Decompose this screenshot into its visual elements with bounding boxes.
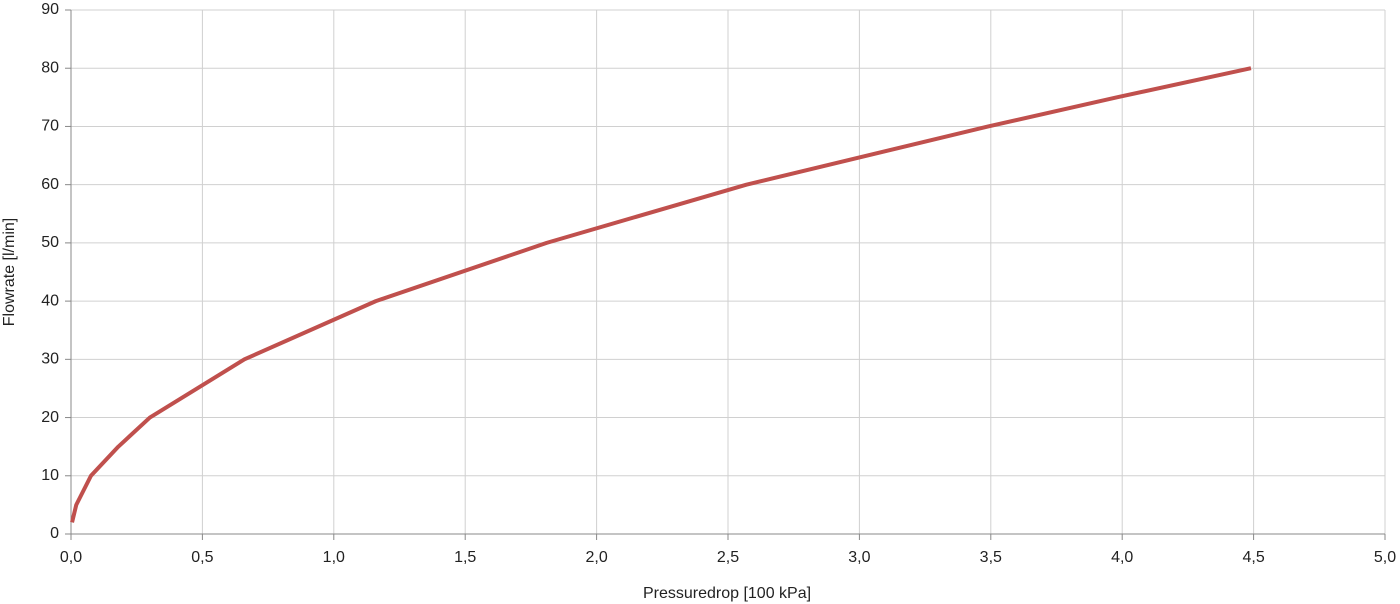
y-axis-title: Flowrate [l/min] — [1, 218, 18, 326]
x-tick-label: 3,0 — [848, 549, 870, 566]
x-tick-label: 1,5 — [454, 549, 476, 566]
y-tick-label: 80 — [41, 59, 59, 76]
y-tick-label: 60 — [41, 176, 59, 193]
y-tick-label: 20 — [41, 409, 59, 426]
x-axis-title: Pressuredrop [100 kPa] — [643, 585, 811, 602]
y-tick-label: 90 — [41, 1, 59, 18]
x-tick-label: 1,0 — [323, 549, 345, 566]
x-tick-label: 3,5 — [980, 549, 1002, 566]
x-tick-label: 4,0 — [1111, 549, 1133, 566]
y-tick-label: 10 — [41, 467, 59, 484]
x-tick-label: 2,0 — [585, 549, 607, 566]
x-tick-label: 5,0 — [1374, 549, 1396, 566]
data-line — [70, 66, 1252, 523]
x-tick-label: 4,5 — [1242, 549, 1264, 566]
x-tick-label: 2,5 — [717, 549, 739, 566]
y-tick-label: 0 — [50, 525, 59, 542]
x-tick-label: 0,5 — [191, 549, 213, 566]
x-tick-label: 0,0 — [60, 549, 82, 566]
y-tick-label: 30 — [41, 351, 59, 368]
y-tick-label: 50 — [41, 234, 59, 251]
y-tick-label: 70 — [41, 118, 59, 135]
y-tick-label: 40 — [41, 292, 59, 309]
